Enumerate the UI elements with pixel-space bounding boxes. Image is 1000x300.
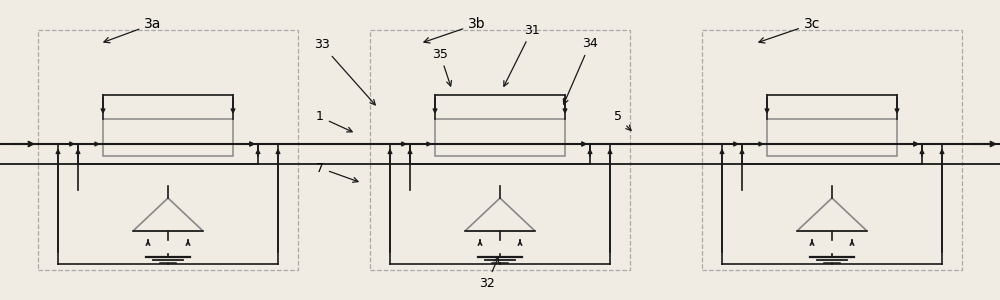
Bar — [38, 30, 298, 270]
Text: 3a: 3a — [104, 17, 162, 43]
Text: 31: 31 — [504, 23, 540, 86]
Text: 34: 34 — [563, 37, 598, 104]
Text: 3c: 3c — [759, 17, 820, 43]
Text: 35: 35 — [432, 47, 451, 86]
Text: 7: 7 — [316, 161, 358, 182]
Text: 5: 5 — [614, 110, 631, 130]
Bar — [103, 118, 233, 156]
Text: 32: 32 — [479, 257, 499, 290]
Bar — [435, 118, 565, 156]
Text: 3b: 3b — [424, 17, 486, 43]
Bar — [767, 118, 897, 156]
Text: 33: 33 — [314, 38, 375, 105]
Bar — [370, 30, 630, 270]
Bar — [702, 30, 962, 270]
Text: 1: 1 — [316, 110, 352, 132]
